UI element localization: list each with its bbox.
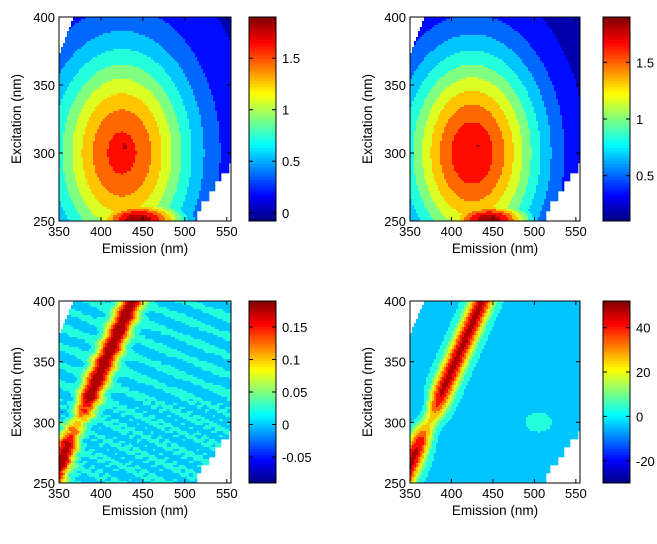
x-axis-label: Emission (nm)	[452, 503, 538, 518]
y-tick-label: 400	[384, 10, 406, 25]
colorbar: 0 0.5 1 1.5	[248, 16, 300, 222]
x-tick-label: 550	[565, 224, 587, 239]
x-tick-label: 450	[132, 486, 154, 501]
y-tick-label: 350	[384, 355, 406, 370]
y-axis-label: Excitation (nm)	[9, 74, 24, 164]
x-tick-label: 400	[441, 486, 463, 501]
colorbar-tick-label: 0.1	[282, 353, 300, 368]
y-tick-label: 250	[384, 476, 406, 491]
y-tick-label: 350	[33, 78, 55, 93]
colorbar-tick-label: -0.05	[282, 450, 312, 465]
colorbar-tick-label: 1	[282, 103, 289, 118]
x-axis-label: Emission (nm)	[452, 241, 538, 256]
x-tick-label: 350	[399, 486, 421, 501]
y-tick-label: 300	[33, 415, 55, 430]
y-tick-label: 400	[33, 294, 55, 309]
y-tick-label: 250	[384, 214, 406, 229]
colorbar-tick-label: 0.05	[282, 385, 307, 400]
x-tick-label: 500	[174, 486, 196, 501]
y-tick-label: 300	[33, 146, 55, 161]
axes-box	[409, 300, 581, 484]
y-tick-label: 350	[33, 355, 55, 370]
x-tick-label: 550	[216, 486, 238, 501]
colorbar-tick-label: 0	[282, 206, 289, 221]
axes-box	[409, 16, 581, 222]
y-tick-label: 250	[33, 214, 55, 229]
x-tick-label: 350	[399, 224, 421, 239]
axes-box	[58, 16, 232, 222]
x-tick-label: 400	[90, 486, 112, 501]
y-tick-label: 250	[33, 476, 55, 491]
x-tick-label: 500	[524, 486, 546, 501]
colorbar-tick-label: 40	[636, 321, 650, 336]
colorbar-tick-label: -20	[636, 454, 655, 469]
colorbar-tick-label: 1	[636, 112, 643, 127]
y-tick-label: 300	[384, 415, 406, 430]
y-axis-label: Excitation (nm)	[360, 347, 375, 437]
x-tick-label: 500	[174, 224, 196, 239]
colorbar: -0.05 0 0.05 0.1 0.15	[248, 300, 312, 484]
x-axis-label: Emission (nm)	[102, 241, 188, 256]
x-tick-label: 450	[482, 224, 504, 239]
axes-box	[58, 300, 232, 484]
contour-surface	[410, 17, 581, 222]
y-tick-label: 300	[384, 146, 406, 161]
x-tick-label: 350	[48, 486, 70, 501]
x-tick-label: 550	[216, 224, 238, 239]
y-axis-label: Excitation (nm)	[9, 347, 24, 437]
colorbar-tick-label: 0	[282, 418, 289, 433]
y-axis-label: Excitation (nm)	[360, 74, 375, 164]
x-tick-label: 400	[90, 224, 112, 239]
colorbar-tick-label: 0.15	[282, 320, 307, 335]
x-tick-label: 450	[482, 486, 504, 501]
x-axis-label: Emission (nm)	[102, 503, 188, 518]
contour-surface	[410, 301, 581, 484]
contour-surface	[59, 17, 232, 222]
colorbar-tick-label: 1.5	[636, 55, 654, 70]
y-tick-label: 400	[33, 10, 55, 25]
y-tick-label: 400	[384, 294, 406, 309]
colorbar: 0.5 1 1.5	[602, 16, 654, 222]
x-tick-label: 400	[441, 224, 463, 239]
x-tick-label: 500	[524, 224, 546, 239]
panel-3: 350 400 450 500 550 250 300 350 400 Emission (nm)…	[9, 294, 312, 518]
panel-1: 350 400 450 500 550 250 300 350 400 Emission (nm)…	[9, 10, 300, 256]
colorbar-tick-label: 1.5	[282, 51, 300, 66]
colorbar-tick-label: 0	[636, 409, 643, 424]
x-tick-label: 450	[132, 224, 154, 239]
x-tick-label: 550	[565, 486, 587, 501]
y-tick-label: 350	[384, 78, 406, 93]
colorbar-tick-label: 0.5	[636, 169, 654, 184]
colorbar: -20 0 20 40	[602, 300, 655, 484]
colorbar-tick-label: 0.5	[282, 154, 300, 169]
x-tick-label: 350	[48, 224, 70, 239]
contour-surface	[59, 301, 232, 484]
colorbar-tick-label: 20	[636, 365, 650, 380]
panel-2: 350 400 450 500 550 250 300 350 400 Emission (nm)…	[360, 10, 654, 256]
